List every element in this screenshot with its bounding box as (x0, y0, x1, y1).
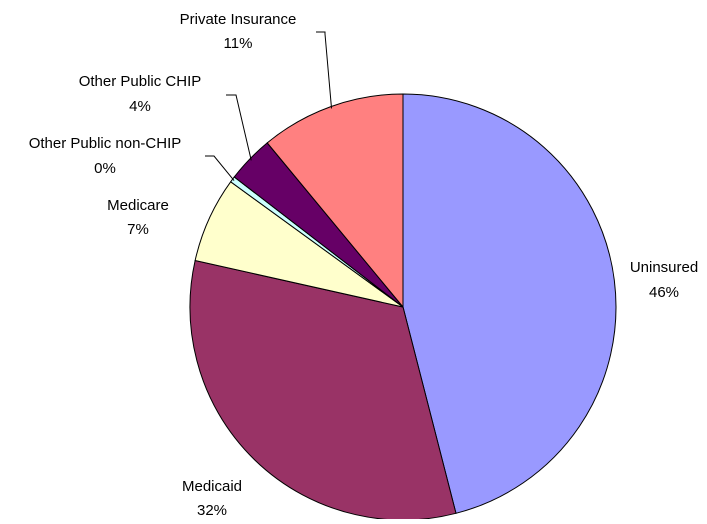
leader-line-private-insurance (316, 31, 333, 109)
pie-slice-uninsured (402, 93, 617, 514)
leader-line-other-public-non-chip (205, 155, 235, 181)
slice-label-other-public-chip-percent: 4% (129, 98, 151, 115)
slice-label-other-public-non-chip: Other Public non-CHIP 0% (29, 135, 182, 177)
leader-lines (205, 31, 333, 181)
slice-label-medicare-name: Medicare (107, 197, 169, 214)
slice-label-private-insurance: Private Insurance 11% (180, 11, 297, 52)
slice-label-private-insurance-percent: 11% (224, 35, 253, 52)
slice-label-other-public-non-chip-percent: 0% (94, 160, 116, 177)
slice-label-uninsured-name: Uninsured (630, 259, 698, 276)
slice-label-other-public-chip-name: Other Public CHIP (79, 73, 202, 90)
pie-slices (189, 93, 617, 521)
slice-label-uninsured-percent: 46% (649, 284, 679, 301)
slice-label-other-public-non-chip-name: Other Public non-CHIP (29, 135, 182, 152)
slice-label-uninsured: Uninsured 46% (630, 259, 698, 301)
slice-label-medicare-percent: 7% (127, 221, 149, 238)
slice-label-medicaid: Medicaid 32% (182, 478, 242, 519)
slice-label-medicare: Medicare 7% (107, 197, 169, 238)
leader-line-other-public-chip (226, 94, 252, 161)
slice-label-medicaid-name: Medicaid (182, 478, 242, 495)
slice-label-private-insurance-name: Private Insurance (180, 11, 297, 28)
slice-label-medicaid-percent: 32% (197, 502, 227, 519)
slice-label-other-public-chip: Other Public CHIP 4% (79, 73, 202, 115)
